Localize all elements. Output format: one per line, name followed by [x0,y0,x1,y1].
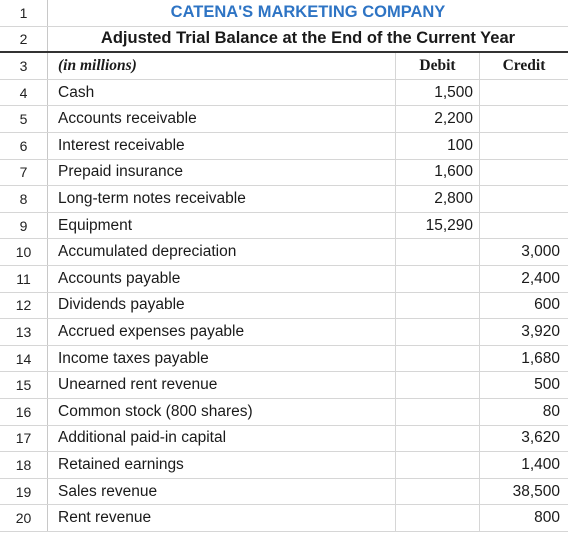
row-3: 3 (in millions) Debit Credit [0,53,568,80]
account-row: 18 Retained earnings 1,400 [0,452,568,479]
account-row: 17 Additional paid-in capital 3,620 [0,425,568,453]
debit-header[interactable]: Debit [396,53,480,79]
row-number[interactable]: 14 [0,345,48,372]
credit-cell[interactable]: 1,400 [521,455,560,473]
account-name-cell[interactable]: Accumulated depreciation [48,239,396,265]
debit-cell[interactable] [396,399,480,425]
row-number[interactable]: 18 [0,452,48,478]
credit-cell[interactable]: 38,500 [512,482,560,500]
row-number[interactable]: 11 [0,266,48,292]
debit-cell[interactable] [396,239,480,265]
account-name-cell[interactable]: Prepaid insurance [48,159,396,186]
row-number[interactable]: 17 [0,425,48,452]
credit-cell[interactable] [480,186,568,212]
credit-header[interactable]: Credit [502,56,546,74]
row-number[interactable]: 19 [0,478,48,505]
debit-cell[interactable] [396,266,480,292]
debit-cell[interactable] [396,345,480,372]
row-number[interactable]: 7 [0,159,48,186]
account-row: 20 Rent revenue 800 [0,505,568,532]
credit-cell[interactable] [480,160,568,186]
account-row: 10 Accumulated depreciation 3,000 [0,239,568,266]
row-number[interactable]: 9 [0,212,48,239]
debit-cell[interactable] [396,292,480,319]
row-2: 2 Adjusted Trial Balance at the End of t… [0,26,568,54]
row-number[interactable]: 13 [0,319,48,345]
account-row: 9 Equipment 15,290 [0,212,568,240]
row-number[interactable]: 12 [0,292,48,319]
credit-cell[interactable] [480,213,568,239]
debit-cell[interactable] [396,372,480,398]
row-number[interactable]: 10 [0,239,48,265]
debit-cell[interactable]: 100 [396,133,480,159]
statement-subtitle[interactable]: Adjusted Trial Balance at the End of the… [100,29,516,48]
credit-cell[interactable]: 3,920 [521,322,560,340]
account-name-cell[interactable]: Equipment [48,212,396,239]
debit-cell[interactable] [396,505,480,531]
row-number[interactable]: 6 [0,133,48,159]
account-row: 4 Cash 1,500 [0,79,568,107]
company-title[interactable]: CATENA'S MARKETING COMPANY [170,3,446,22]
debit-cell[interactable]: 15,290 [396,212,480,239]
account-name-cell[interactable]: Cash [48,79,396,106]
row-number[interactable]: 8 [0,186,48,212]
account-row: 14 Income taxes payable 1,680 [0,345,568,373]
account-name-cell[interactable]: Accounts payable [48,266,396,292]
credit-cell[interactable]: 3,620 [521,429,560,447]
debit-cell[interactable]: 2,800 [396,186,480,212]
debit-cell[interactable] [396,478,480,505]
debit-cell[interactable]: 2,200 [396,106,480,132]
row-number[interactable]: 4 [0,79,48,106]
account-name-cell[interactable]: Rent revenue [48,505,396,531]
account-row: 8 Long-term notes receivable 2,800 [0,186,568,213]
debit-cell[interactable]: 1,500 [396,79,480,106]
credit-cell[interactable] [480,106,568,132]
account-row: 12 Dividends payable 600 [0,292,568,320]
credit-cell[interactable]: 1,680 [521,349,560,367]
row-number[interactable]: 1 [0,0,48,26]
units-label[interactable]: (in millions) [48,53,396,79]
credit-cell[interactable]: 800 [534,509,560,527]
account-row: 19 Sales revenue 38,500 [0,478,568,506]
account-name-cell[interactable]: Income taxes payable [48,345,396,372]
row-1: 1 CATENA'S MARKETING COMPANY [0,0,568,27]
account-name-cell[interactable]: Additional paid-in capital [48,425,396,452]
account-name-cell[interactable]: Accounts receivable [48,106,396,132]
debit-cell[interactable] [396,319,480,345]
credit-cell[interactable]: 600 [534,296,560,314]
debit-cell[interactable] [396,425,480,452]
debit-cell[interactable]: 1,600 [396,159,480,186]
credit-cell[interactable]: 80 [542,402,560,420]
row-number[interactable]: 15 [0,372,48,398]
credit-cell[interactable]: 500 [534,376,560,394]
row-number[interactable]: 20 [0,505,48,531]
row-number[interactable]: 3 [0,53,48,79]
account-row: 6 Interest receivable 100 [0,133,568,160]
account-row: 15 Unearned rent revenue 500 [0,372,568,399]
account-row: 11 Accounts payable 2,400 [0,266,568,293]
row-number[interactable]: 5 [0,106,48,132]
account-row: 13 Accrued expenses payable 3,920 [0,319,568,346]
account-name-cell[interactable]: Long-term notes receivable [48,186,396,212]
credit-cell[interactable] [480,133,568,159]
account-row: 7 Prepaid insurance 1,600 [0,159,568,187]
credit-cell[interactable] [480,80,568,106]
debit-cell[interactable] [396,452,480,478]
account-name-cell[interactable]: Retained earnings [48,452,396,478]
credit-cell[interactable]: 3,000 [521,243,560,261]
credit-cell[interactable]: 2,400 [521,269,560,287]
account-name-cell[interactable]: Dividends payable [48,292,396,319]
account-name-cell[interactable]: Sales revenue [48,478,396,505]
row-number[interactable]: 2 [0,26,48,52]
row-number[interactable]: 16 [0,399,48,425]
account-name-cell[interactable]: Unearned rent revenue [48,372,396,398]
account-row: 16 Common stock (800 shares) 80 [0,399,568,426]
account-name-cell[interactable]: Accrued expenses payable [48,319,396,345]
account-name-cell[interactable]: Common stock (800 shares) [48,399,396,425]
account-row: 5 Accounts receivable 2,200 [0,106,568,133]
account-name-cell[interactable]: Interest receivable [48,133,396,159]
